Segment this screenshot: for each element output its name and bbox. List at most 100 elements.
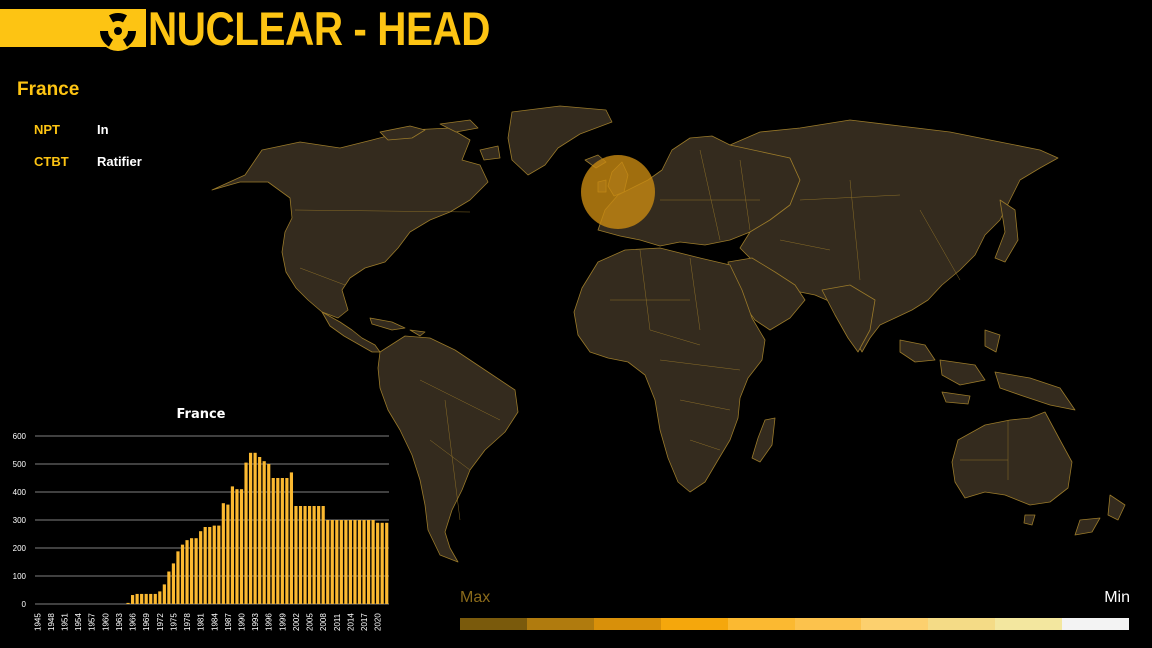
bar-2019[interactable] [371, 520, 375, 604]
legend-swatch [861, 618, 929, 630]
bar-1986[interactable] [221, 503, 225, 604]
y-tick-label: 0 [22, 600, 27, 609]
france-highlight-marker[interactable] [581, 155, 655, 229]
bar-1979[interactable] [189, 538, 194, 604]
caribbean-islands[interactable] [369, 317, 426, 337]
country-asia[interactable] [729, 119, 1059, 353]
country-australia[interactable] [951, 411, 1073, 506]
page-title: NUCLEAR - HEAD [148, 2, 491, 55]
y-tick-label: 300 [13, 516, 27, 525]
bar-1997[interactable] [271, 478, 275, 604]
bar-1966[interactable] [130, 595, 135, 604]
country-india[interactable] [821, 284, 876, 353]
bar-2008[interactable] [321, 506, 325, 604]
bar-1977[interactable] [180, 544, 185, 604]
bar-2001[interactable] [289, 472, 294, 604]
bar-2007[interactable] [317, 506, 321, 604]
world-map[interactable] [200, 100, 1140, 580]
bar-2013[interactable] [344, 520, 348, 604]
bar-1990[interactable] [239, 489, 244, 604]
country-greenland[interactable] [507, 105, 613, 176]
bar-2002[interactable] [294, 506, 298, 604]
bar-1981[interactable] [199, 531, 203, 604]
bar-1973[interactable] [162, 584, 166, 604]
bar-1967[interactable] [135, 593, 139, 604]
bar-2005[interactable] [307, 506, 312, 604]
chart-title: France [176, 407, 225, 422]
x-tick-label: 1951 [61, 613, 70, 631]
bar-1968[interactable] [140, 593, 144, 604]
bar-1983[interactable] [208, 527, 212, 604]
bar-1965[interactable] [126, 602, 130, 604]
bar-1988[interactable] [230, 486, 235, 604]
country-tasmania[interactable] [1023, 514, 1036, 526]
bar-1969[interactable] [144, 593, 148, 604]
bar-1998[interactable] [276, 478, 280, 604]
bar-1999[interactable] [280, 478, 284, 604]
bar-2011[interactable] [335, 520, 339, 604]
bar-1985[interactable] [217, 525, 221, 604]
x-tick-label: 1981 [197, 613, 206, 631]
bar-2012[interactable] [339, 520, 343, 604]
bar-2015[interactable] [353, 520, 357, 604]
bar-2016[interactable] [357, 520, 362, 604]
bar-1980[interactable] [194, 538, 198, 604]
arctic-islands[interactable] [379, 119, 501, 161]
x-tick-label: 1945 [33, 613, 42, 631]
bar-1995[interactable] [262, 461, 266, 604]
bar-2000[interactable] [285, 478, 289, 604]
bar-2018[interactable] [366, 520, 371, 604]
x-tick-label: 1969 [142, 613, 151, 631]
bar-1978[interactable] [185, 540, 189, 604]
bar-1994[interactable] [258, 457, 262, 604]
country-name: France [17, 79, 80, 100]
bar-1972[interactable] [158, 591, 162, 604]
country-madagascar[interactable] [751, 417, 776, 463]
x-tick-label: 1948 [47, 613, 56, 631]
bar-1992[interactable] [248, 452, 253, 604]
bar-1987[interactable] [226, 504, 230, 604]
bar-1976[interactable] [176, 551, 180, 604]
x-tick-label: 2017 [360, 613, 369, 631]
country-new-zealand[interactable] [1074, 494, 1126, 536]
x-tick-label: 2002 [292, 613, 301, 631]
bar-2004[interactable] [303, 506, 307, 604]
bar-2003[interactable] [298, 506, 303, 604]
bar-1971[interactable] [153, 593, 157, 604]
x-tick-label: 2008 [319, 613, 328, 631]
country-south-america[interactable] [377, 335, 519, 563]
legend-min-label: Min [1104, 589, 1130, 606]
southeast-asia-islands[interactable] [899, 329, 1076, 411]
y-tick-label: 400 [13, 488, 27, 497]
x-tick-label: 1972 [156, 613, 165, 631]
bar-1970[interactable] [149, 593, 153, 604]
bar-1989[interactable] [235, 489, 239, 604]
country-japan[interactable] [994, 199, 1019, 263]
country-north-america[interactable] [211, 127, 489, 319]
legend-swatch [593, 618, 661, 630]
x-tick-label: 2005 [306, 613, 315, 631]
bar-2020[interactable] [376, 522, 380, 604]
bar-1982[interactable] [203, 527, 207, 604]
bar-1996[interactable] [267, 464, 271, 604]
bar-1984[interactable] [212, 525, 216, 604]
ctbt-status: Ratifier [97, 154, 142, 169]
bar-1991[interactable] [244, 462, 248, 604]
bar-1993[interactable] [253, 452, 257, 604]
country-africa[interactable] [573, 247, 766, 493]
legend-swatch [660, 618, 728, 630]
bar-2014[interactable] [348, 520, 353, 604]
bar-2009[interactable] [326, 520, 330, 604]
bar-2010[interactable] [330, 520, 334, 604]
bar-1975[interactable] [171, 563, 176, 604]
bar-2021[interactable] [380, 522, 384, 604]
npt-status: In [97, 122, 109, 137]
bar-2022[interactable] [385, 522, 389, 604]
bar-2006[interactable] [312, 506, 316, 604]
legend-swatch [727, 618, 795, 630]
legend-swatch [1062, 618, 1130, 630]
bar-1974[interactable] [167, 571, 171, 604]
bar-2017[interactable] [362, 520, 366, 604]
x-tick-label: 2020 [374, 613, 383, 631]
x-tick-label: 1954 [74, 613, 83, 631]
